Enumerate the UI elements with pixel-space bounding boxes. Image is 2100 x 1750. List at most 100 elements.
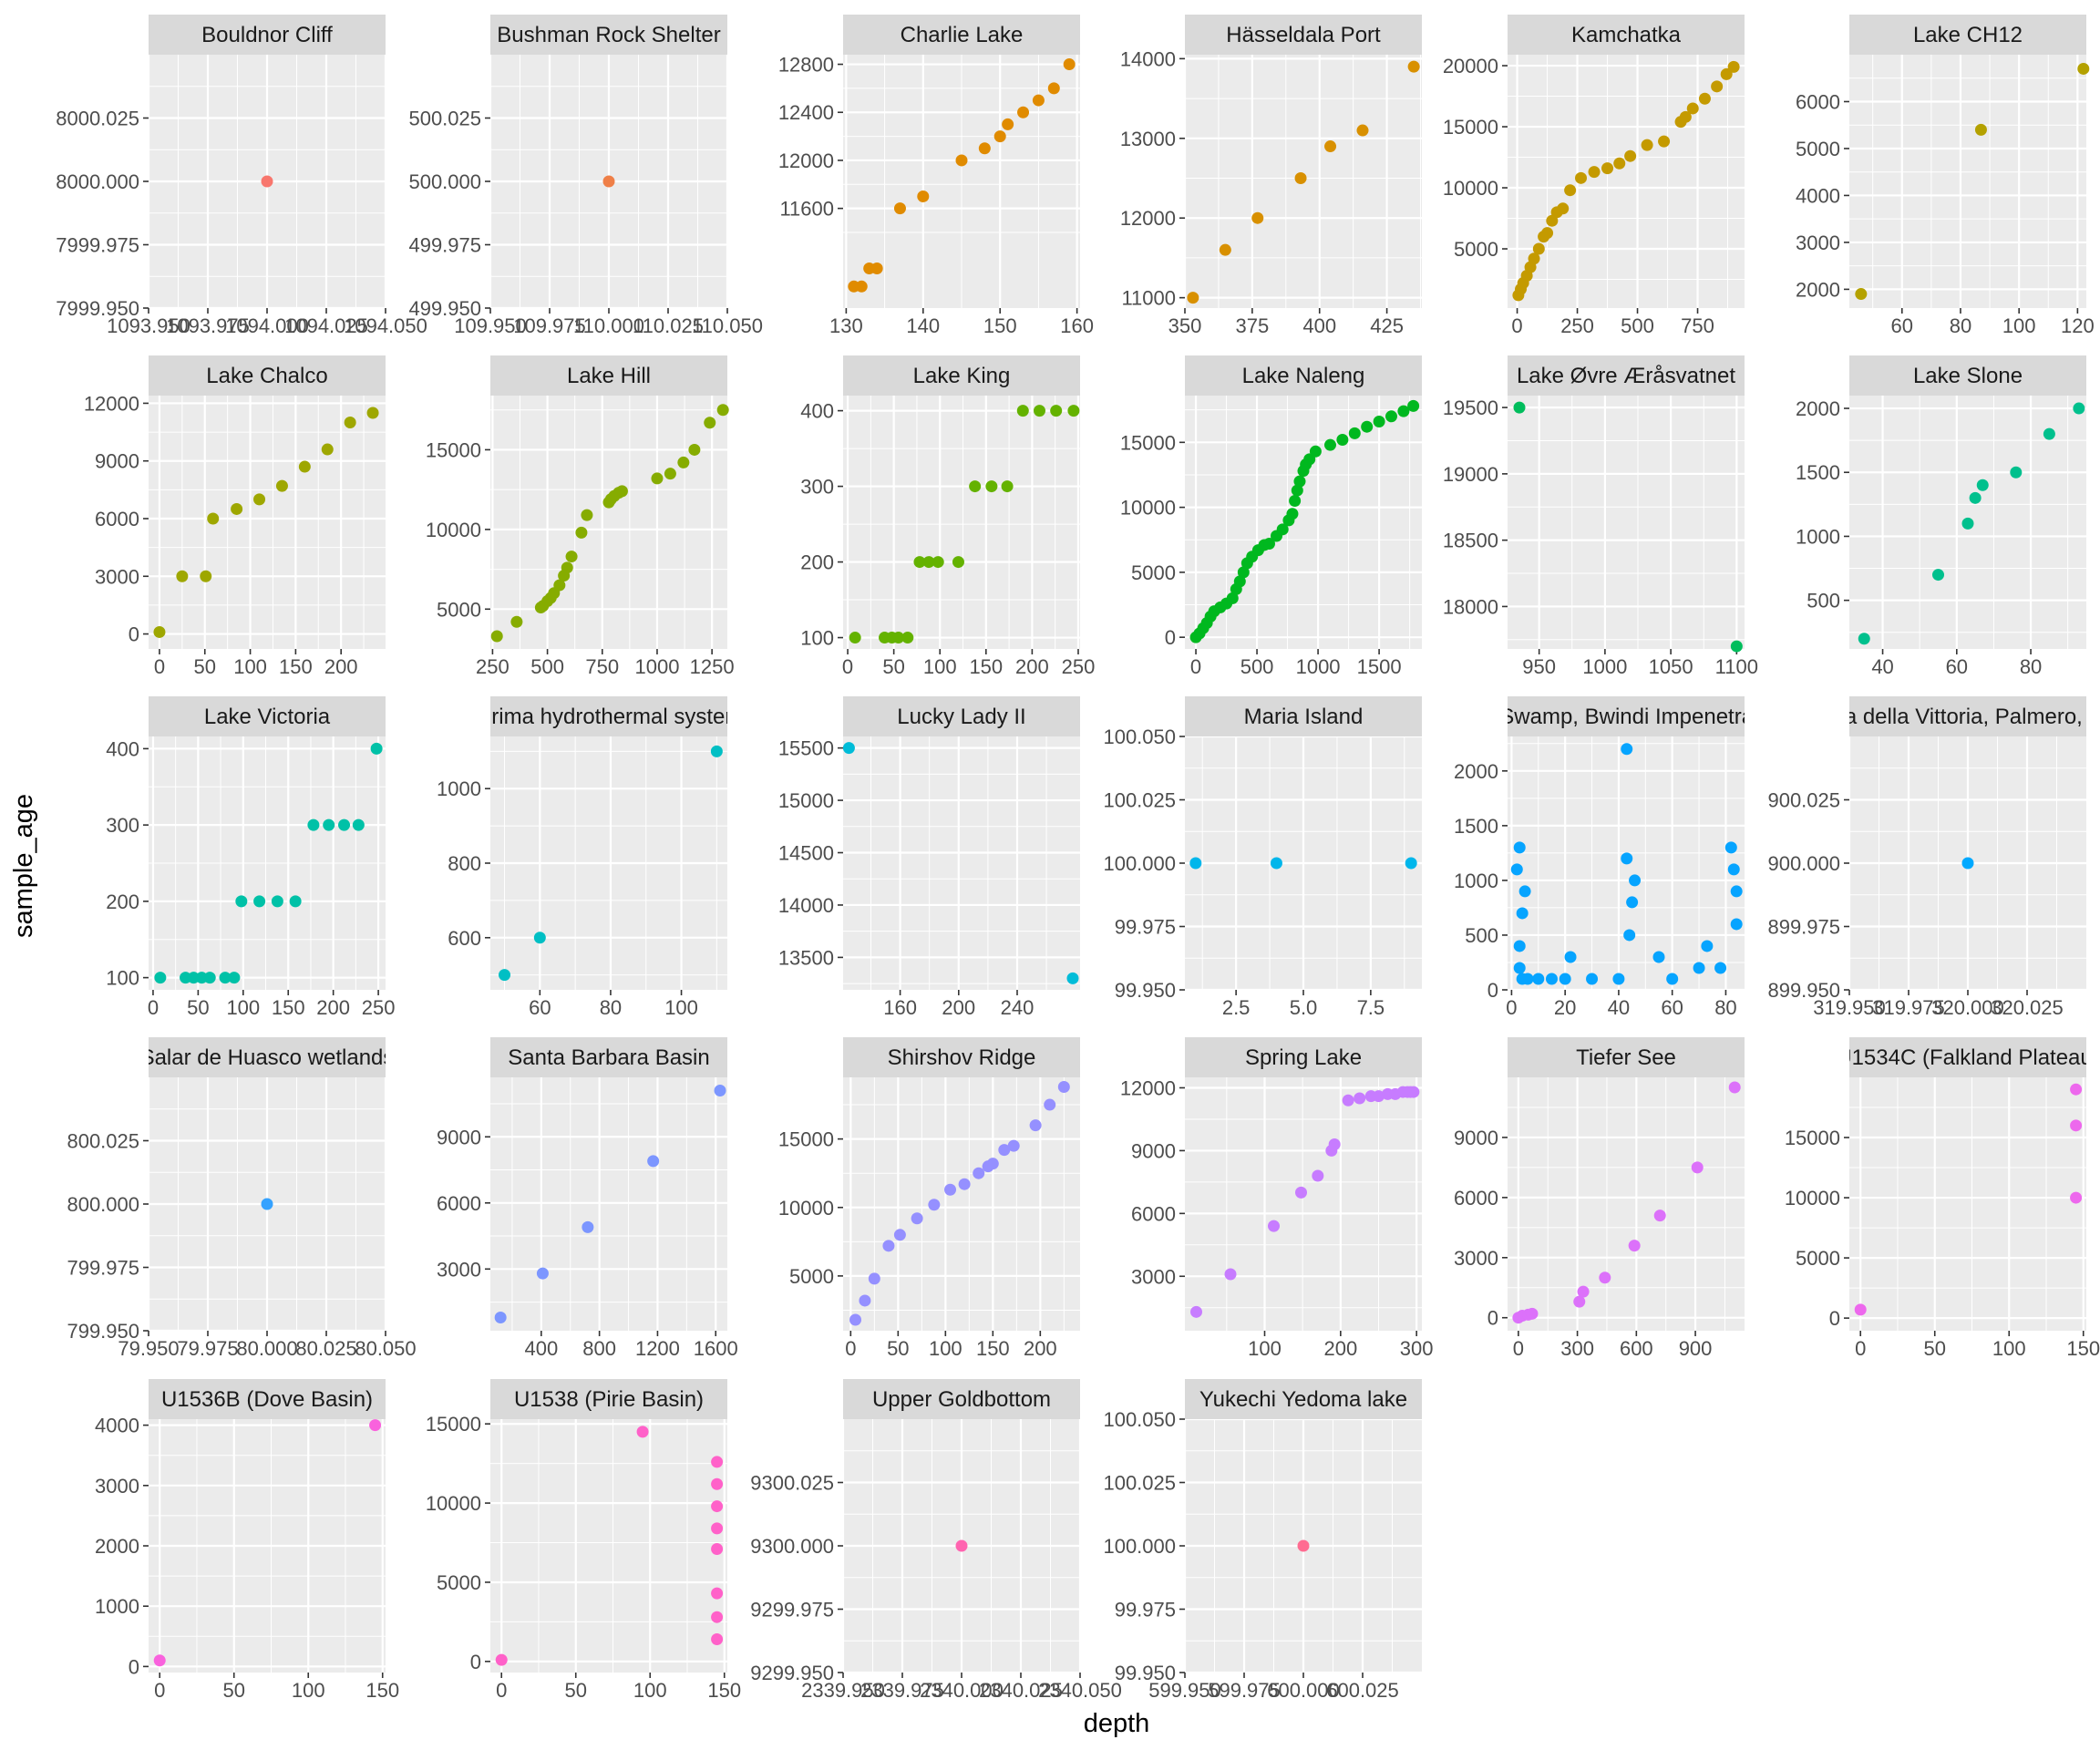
x-tick-label: 100 [633,1679,667,1702]
y-tick-label: 100 [800,627,834,650]
facet-title: U1536B (Dove Basin) [161,1387,373,1412]
data-point [1714,962,1727,974]
data-point [1067,405,1080,417]
data-point [495,1653,508,1666]
y-tick-label: 9299.950 [750,1662,834,1684]
data-point [602,175,615,188]
y-tick-label: 6000 [1131,1202,1176,1225]
x-tick-label: 1094.000 [225,314,309,337]
facet-panel-14: Lirima hydrothermal system 60 80 100 600 800 1… [437,696,727,1019]
y-tick-label: 2000 [95,1535,139,1558]
data-point [1624,149,1637,162]
x-tick-label: 319.950 [1813,996,1886,1019]
x-tick-label: 80 [1950,314,1971,337]
y-tick-label: 12000 [778,149,834,172]
y-tick-label: 99.975 [1115,916,1176,939]
data-point [1626,896,1639,909]
facet-panel-08: Lake Hill 250 500 750 1000 1250 5000 10000 15000 [426,355,735,678]
data-point [1854,1303,1867,1316]
data-point [917,190,930,202]
data-point [704,417,716,429]
x-tick-label: 1094.025 [284,314,368,337]
x-tick-label: 0 [842,655,853,678]
data-point [1289,494,1302,507]
x-tick-label: 375 [1236,314,1270,337]
data-point [1407,60,1420,73]
y-tick-label: 9000 [95,450,139,473]
data-point [664,468,676,480]
x-tick-label: 80.050 [355,1337,416,1360]
x-tick-label: 50 [564,1679,586,1702]
data-point [1219,243,1231,256]
x-tick-label: 80 [600,996,622,1019]
data-point [1354,1092,1366,1105]
facet-panel-04: Hässeldala Port 350 375 400 425 11000 12000 130… [1120,15,1422,337]
y-tick-label: 7999.950 [56,297,139,320]
data-point [922,556,935,569]
data-point [1691,1161,1704,1174]
data-point [1720,67,1733,80]
data-point [561,561,573,574]
data-point [180,972,192,984]
y-tick-label: 15000 [1443,116,1498,139]
data-point [490,630,503,643]
data-point [176,570,189,582]
data-point [1295,1186,1307,1199]
y-tick-label: 1000 [95,1595,139,1618]
data-point [1385,410,1397,423]
data-point [882,1240,895,1252]
facet-panel-13: Lake Victoria 0 50 100 150 200 250 100 200 300 400 [106,696,395,1019]
y-tick-label: 15000 [778,1128,834,1151]
x-tick-label: 600.000 [1267,1679,1340,1702]
x-tick-label: 0 [496,1679,507,1702]
facet-strip [149,696,386,736]
data-point [1276,523,1289,536]
data-point [1513,940,1526,952]
data-point [1405,857,1417,870]
facet-title: Salar de Huasco wetlands [140,1045,395,1070]
data-point [711,1611,724,1623]
data-point [711,1542,724,1555]
data-point [1187,292,1199,304]
data-point [369,1419,382,1432]
x-axis-title: depth [1084,1709,1150,1738]
x-tick-label: 1500 [1357,655,1402,678]
x-tick-label: 7.5 [1357,996,1385,1019]
y-tick-label: 1500 [1796,461,1840,484]
x-tick-label: 240 [1001,996,1035,1019]
y-tick-label: 900.025 [1767,789,1840,812]
data-point [510,615,523,628]
data-point [1858,633,1870,645]
y-tick-label: 20000 [1443,55,1498,77]
data-point [352,818,365,831]
data-point [711,1522,724,1535]
x-tick-label: 2339.975 [860,1679,944,1702]
data-point [1328,1138,1341,1151]
data-point [985,480,998,493]
y-tick-label: 500 [1807,590,1840,612]
y-tick-label: 800.025 [67,1130,139,1153]
data-point [565,551,578,563]
data-point [1652,951,1665,963]
data-point [1044,1098,1056,1111]
y-tick-label: 500.000 [408,170,481,193]
data-point [1513,401,1526,414]
x-tick-label: 160 [1060,314,1094,337]
y-tick-label: 12000 [1120,1076,1176,1099]
facet-panel-28: Yukechi Yedoma lake 599.950599.975600.000… [1103,1379,1422,1702]
data-point [711,1477,724,1490]
data-point [711,1500,724,1513]
facet-strip [1508,15,1745,55]
y-tick-label: 5000 [1454,238,1498,261]
data-point [271,895,283,908]
data-point [228,972,241,984]
y-tick-label: 400 [106,737,139,760]
y-tick-label: 10000 [778,1197,834,1220]
x-tick-label: 200 [1323,1337,1357,1360]
x-tick-label: 150 [707,1679,741,1702]
x-tick-label: 100 [929,1337,962,1360]
x-tick-label: 100 [923,655,957,678]
x-tick-label: 50 [1923,1337,1945,1360]
data-point [1557,202,1570,215]
